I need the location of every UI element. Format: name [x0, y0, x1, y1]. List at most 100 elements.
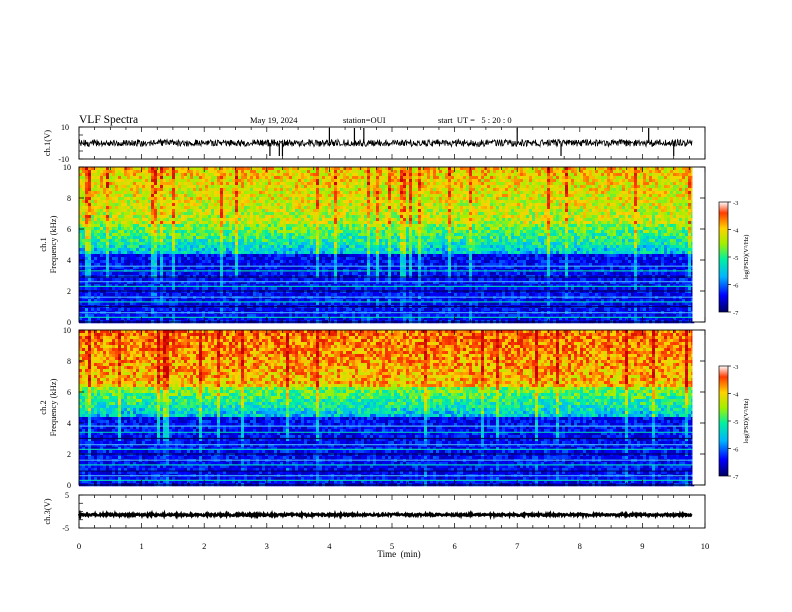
spectrogram-cell	[154, 242, 157, 245]
spectrogram-cell	[82, 245, 85, 248]
spectrogram-cell	[112, 209, 115, 212]
spectrogram-cell	[124, 224, 127, 227]
spectrogram-cell	[103, 182, 106, 185]
spectrogram-cell	[97, 206, 100, 209]
spectrogram-cell	[160, 197, 163, 200]
spectrogram-cell	[193, 248, 196, 251]
spectrogram-cell	[94, 278, 97, 281]
spectrogram-cell	[109, 191, 112, 194]
spectrogram-cell	[139, 308, 142, 311]
spectrogram-cell	[106, 191, 109, 194]
spectrogram-cell	[115, 245, 118, 248]
spectrogram-cell	[193, 173, 196, 176]
spectrogram-cell	[169, 215, 172, 218]
spectrogram-cell	[154, 230, 157, 233]
spectrogram-cell	[79, 215, 82, 218]
spectrogram-cell	[100, 167, 103, 170]
spectrogram-cell	[148, 272, 151, 275]
spectrogram-cell	[148, 170, 151, 173]
spectrogram-cell	[172, 182, 175, 185]
spectrogram-cell	[97, 176, 100, 179]
spectrogram-cell	[121, 191, 124, 194]
spectrogram-cell	[100, 242, 103, 245]
spectrogram-cell	[79, 191, 82, 194]
spectrogram-cell	[160, 233, 163, 236]
spectrogram-cell	[184, 185, 187, 188]
spectrogram-cell	[190, 191, 193, 194]
spectrogram-cell	[85, 173, 88, 176]
spectrogram-cell	[103, 236, 106, 239]
spectrogram-cell	[148, 308, 151, 311]
spectrogram-cell	[151, 287, 154, 290]
spectrogram-cell	[163, 209, 166, 212]
spectrogram-cell	[157, 170, 160, 173]
spectrogram-cell	[136, 194, 139, 197]
spectrogram-cell	[178, 200, 181, 203]
spectrogram-cell	[121, 239, 124, 242]
spectrogram-cell	[187, 173, 190, 176]
spectrogram-cell	[172, 212, 175, 215]
spectrogram-cell	[142, 227, 145, 230]
spectrogram-cell	[178, 257, 181, 260]
spectrogram-cell	[205, 215, 208, 218]
spectrogram-cell	[154, 251, 157, 254]
spectrogram-cell	[205, 212, 208, 215]
spectrogram-cell	[160, 257, 163, 260]
spectrogram-cell	[184, 170, 187, 173]
spectrogram-cell	[109, 224, 112, 227]
spectrogram-cell	[115, 236, 118, 239]
spectrogram-cell	[157, 200, 160, 203]
spectrogram-cell	[94, 251, 97, 254]
spectrogram-cell	[88, 179, 91, 182]
spectrogram-cell	[130, 254, 133, 257]
spectrogram-cell	[196, 218, 199, 221]
spectrogram-cell	[100, 251, 103, 254]
spectrogram-cell	[160, 287, 163, 290]
spectrogram-cell	[193, 203, 196, 206]
spectrogram-cell	[103, 254, 106, 257]
spectrogram-cell	[94, 260, 97, 263]
spectrogram-cell	[100, 245, 103, 248]
spectrogram-cell	[139, 287, 142, 290]
spectrogram-cell	[91, 302, 94, 305]
spectrogram-cell	[151, 203, 154, 206]
spectrogram-cell	[133, 287, 136, 290]
spectrogram-cell	[82, 200, 85, 203]
spectrogram-cell	[151, 245, 154, 248]
spectrogram-cell	[178, 182, 181, 185]
spectrogram-cell	[181, 245, 184, 248]
spectrogram-cell	[163, 203, 166, 206]
spectrogram-cell	[103, 221, 106, 224]
spectrogram-cell	[142, 245, 145, 248]
spectrogram-cell	[88, 287, 91, 290]
spectrogram-cell	[142, 308, 145, 311]
spectrogram-cell	[157, 182, 160, 185]
spectrogram-cell	[205, 206, 208, 209]
spectrogram-cell	[103, 257, 106, 260]
spectrogram-cell	[202, 257, 205, 260]
spectrogram-cell	[82, 170, 85, 173]
spectrogram-cell	[193, 206, 196, 209]
spectrogram-cell	[184, 191, 187, 194]
spectrogram-cell	[169, 185, 172, 188]
spectrogram-cell	[79, 278, 82, 281]
spectrogram-cell	[142, 278, 145, 281]
spectrogram-cell	[79, 272, 82, 275]
spectrogram-cell	[139, 230, 142, 233]
spectrogram-cell	[145, 203, 148, 206]
spectrogram-cell	[169, 218, 172, 221]
spectrogram-cell	[136, 260, 139, 263]
spectrogram-cell	[112, 185, 115, 188]
spectrogram-cell	[172, 233, 175, 236]
spectrogram-cell	[163, 176, 166, 179]
spectrogram-cell	[109, 227, 112, 230]
spectrogram-cell	[190, 209, 193, 212]
spectrogram-cell	[118, 194, 121, 197]
spectrogram-cell	[193, 224, 196, 227]
spectrogram-cell	[175, 170, 178, 173]
spectrogram-cell	[184, 209, 187, 212]
spectrogram-cell	[178, 254, 181, 257]
spectrogram-cell	[106, 260, 109, 263]
spectrogram-cell	[202, 182, 205, 185]
spectrogram-cell	[205, 188, 208, 191]
